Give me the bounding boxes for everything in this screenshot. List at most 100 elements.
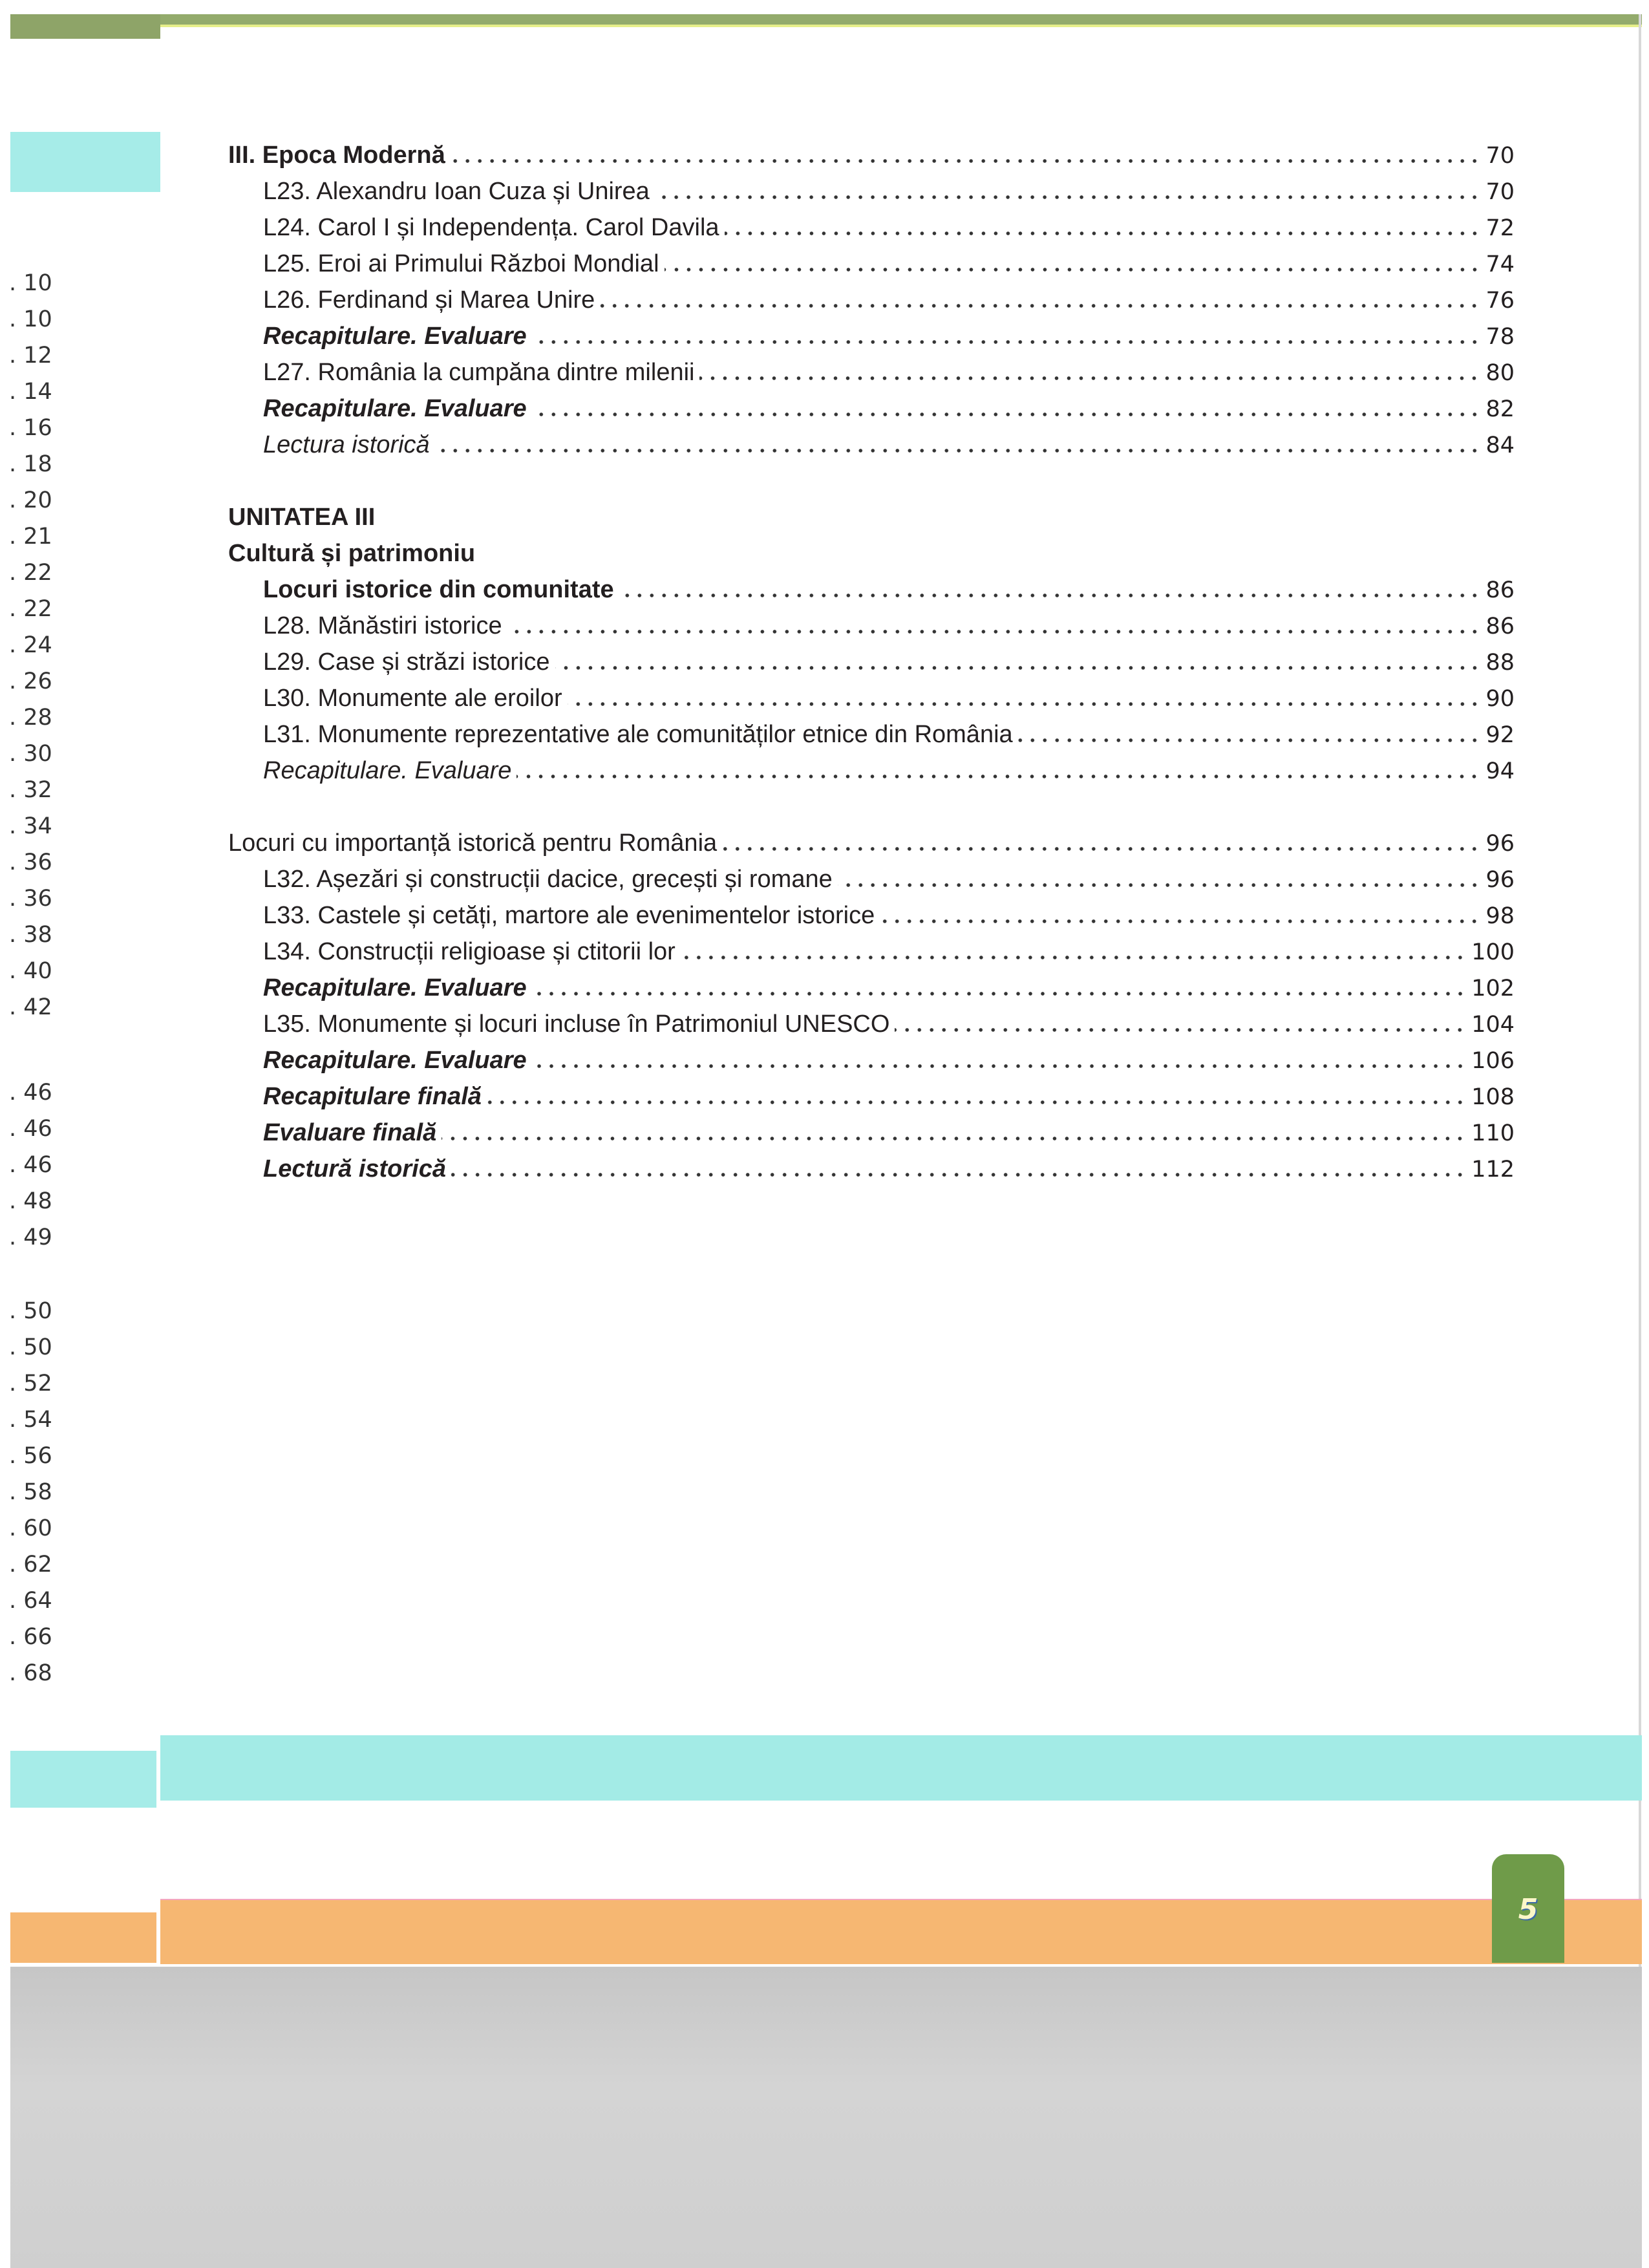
dot-leader [1017, 738, 1481, 742]
toc-entry-title: L31. Monumente reprezentative ale comuni… [263, 721, 1013, 748]
toc-entry-page: 86 [1485, 614, 1515, 639]
page-number: 5 [1518, 1893, 1538, 1926]
toc-entry-title: Recapitulare finală [263, 1083, 482, 1110]
toc-section-locuri-comunitate: Locuri istorice din comunitate 86 L28. Măn… [228, 572, 1515, 789]
dot-leader [450, 159, 1481, 163]
left-page-number: . 16 [9, 415, 52, 441]
left-page-number: . 48 [9, 1188, 52, 1214]
toc-entry-page: 108 [1471, 1084, 1515, 1110]
toc-entry-title: Recapitulare. Evaluare [263, 757, 512, 784]
left-page-number: . 64 [9, 1588, 52, 1614]
left-page-number: . 36 [9, 850, 52, 875]
left-page-number: . 56 [9, 1443, 52, 1469]
toc-entry-title: Evaluare finală [263, 1119, 437, 1146]
toc-entry: L25. Eroi ai Primului Război Mondial 74 [228, 246, 1515, 282]
toc-entry: Lectură istorică 112 [228, 1151, 1515, 1187]
toc-entry-title: L32. Așezări și construcții dacice, grec… [263, 866, 833, 893]
toc-entry-page: 104 [1471, 1012, 1515, 1038]
toc-entry: Lectura istorică 84 [228, 427, 1515, 463]
dot-leader [434, 449, 1481, 453]
toc-entry: L23. Alexandru Ioan Cuza și Unirea 70 [228, 173, 1515, 209]
toc-entry-page: 112 [1471, 1157, 1515, 1182]
left-page-number: . 62 [9, 1552, 52, 1578]
dot-leader [880, 919, 1481, 923]
dot-leader [722, 847, 1481, 851]
toc-entry-page: 110 [1471, 1120, 1515, 1146]
toc-entry-title: III. Epoca Modernă [228, 142, 445, 169]
toc-entry: L32. Așezări și construcții dacice, grec… [228, 861, 1515, 897]
left-page-number: . 46 [9, 1152, 52, 1178]
toc-entry: Recapitulare. Evaluare 106 [228, 1042, 1515, 1078]
toc-entry-page: 98 [1485, 903, 1515, 929]
toc-entry-title: Lectură istorică [263, 1155, 446, 1182]
toc-entry: L33. Castele și cetăți, martore ale even… [228, 897, 1515, 934]
dot-leader [837, 883, 1481, 887]
toc-entry: L34. Construcții religioase și ctitorii … [228, 934, 1515, 970]
toc-entry-title: L35. Monumente și locuri incluse în Patr… [263, 1011, 890, 1038]
left-page-number: . 38 [9, 922, 52, 948]
toc-entry: Recapitulare. Evaluare 102 [228, 970, 1515, 1006]
dot-leader [567, 702, 1481, 706]
left-page-number: . 18 [9, 451, 52, 477]
left-page-number: . 30 [9, 741, 52, 767]
left-page-number: . 50 [9, 1334, 52, 1360]
left-page-number: . 26 [9, 669, 52, 694]
dot-leader [680, 956, 1467, 959]
toc-section-epoca-moderna: III. Epoca Modernă 70 L23. Alexandru Ioan … [228, 137, 1515, 463]
dot-leader [507, 630, 1481, 634]
dot-leader [600, 304, 1481, 308]
left-page-numbers-column: . 10 . 10 . 12 . 14 . 16 . 18 . 20 . 21 . 22 . 22… [9, 265, 87, 1691]
toc-entry-page: 96 [1485, 867, 1515, 893]
toc-entry: L26. Ferdinand și Marea Unire 76 [228, 282, 1515, 318]
toc-entry-title: L33. Castele și cetăți, martore ale even… [263, 902, 875, 929]
toc-entry-page: 96 [1485, 831, 1515, 857]
left-page-number: . 54 [9, 1407, 52, 1433]
toc-entry: L35. Monumente și locuri incluse în Patr… [228, 1006, 1515, 1042]
table-of-contents: III. Epoca Modernă 70 L23. Alexandru Ioan … [228, 137, 1515, 1187]
footer-left-orange-block [10, 1912, 156, 1963]
toc-entry-title: L34. Construcții religioase și ctitorii … [263, 938, 676, 965]
left-page-number: . 24 [9, 632, 52, 658]
toc-entry: L30. Monumente ale eroilor 90 [228, 680, 1515, 716]
left-page-number: . 10 [9, 270, 52, 296]
bottom-teal-band [160, 1735, 1642, 1801]
toc-entry: Recapitulare. Evaluare 94 [228, 753, 1515, 789]
toc-entry-page: 76 [1485, 288, 1515, 314]
toc-entry-title: L29. Case și străzi istorice [263, 648, 550, 676]
unit-title: Cultură și patrimoniu [228, 540, 476, 567]
left-page-number: . 32 [9, 777, 52, 803]
top-decorative-bar [10, 14, 1642, 27]
toc-entry: Recapitulare. Evaluare 78 [228, 318, 1515, 354]
toc-entry: L29. Case și străzi istorice 88 [228, 644, 1515, 680]
left-teal-block [10, 132, 160, 192]
toc-entry-page: 88 [1485, 650, 1515, 676]
left-page-number: . 50 [9, 1298, 52, 1324]
left-page-number: . 22 [9, 560, 52, 586]
left-page-number: . 21 [9, 524, 52, 550]
toc-entry: L28. Mănăstiri istorice 86 [228, 608, 1515, 644]
dot-leader [531, 1064, 1467, 1068]
toc-entry-title: L24. Carol I și Independența. Carol Davi… [263, 214, 719, 241]
toc-entry-page: 92 [1485, 722, 1515, 748]
toc-entry-title: Recapitulare. Evaluare [263, 974, 527, 1001]
left-page-number: . 14 [9, 379, 52, 405]
left-page-number: . 10 [9, 306, 52, 332]
toc-entry-title: Recapitulare. Evaluare [263, 395, 527, 422]
footer-orange-band [160, 1899, 1642, 1964]
toc-entry-page: 90 [1485, 686, 1515, 712]
page-number-tab: 5 [1492, 1854, 1564, 1963]
page-edge [1639, 14, 1641, 1967]
dot-leader [699, 376, 1481, 380]
dot-leader [555, 666, 1481, 670]
dot-leader [654, 195, 1481, 199]
toc-entry-page: 74 [1485, 251, 1515, 277]
toc-entry-title: Recapitulare. Evaluare [263, 323, 527, 350]
dot-leader [442, 1137, 1467, 1140]
toc-entry-page: 70 [1485, 143, 1515, 169]
toc-entry-title: Lectura istorică [263, 431, 430, 458]
left-page-number: . 12 [9, 343, 52, 369]
dot-leader [531, 340, 1481, 344]
dot-leader [531, 412, 1481, 416]
left-page-number: . 40 [9, 958, 52, 984]
left-page-number: . 22 [9, 596, 52, 622]
